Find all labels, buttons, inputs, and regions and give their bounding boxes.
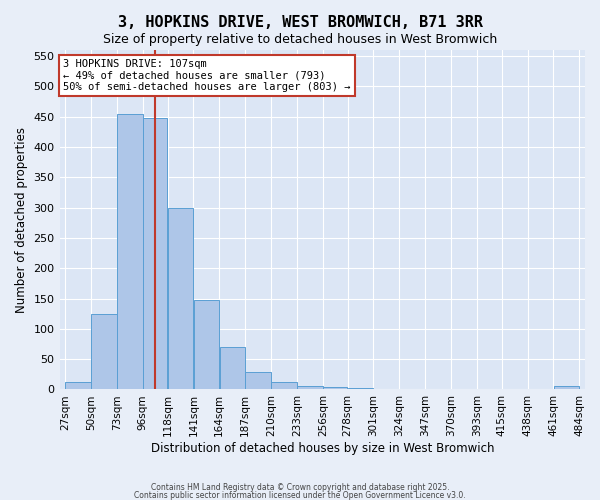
Text: 3 HOPKINS DRIVE: 107sqm
← 49% of detached houses are smaller (793)
50% of semi-d: 3 HOPKINS DRIVE: 107sqm ← 49% of detache… [63, 59, 350, 92]
Bar [425, 389, 451, 390]
Text: Size of property relative to detached houses in West Bromwich: Size of property relative to detached ho… [103, 32, 497, 46]
X-axis label: Distribution of detached houses by size in West Bromwich: Distribution of detached houses by size … [151, 442, 494, 455]
Bar [194, 300, 219, 390]
Bar [117, 114, 143, 390]
Bar [323, 387, 347, 390]
Bar [502, 389, 527, 390]
Bar [297, 386, 323, 390]
Bar [168, 208, 193, 390]
Y-axis label: Number of detached properties: Number of detached properties [15, 126, 28, 312]
Bar [220, 347, 245, 390]
Bar [65, 382, 91, 390]
Text: 3, HOPKINS DRIVE, WEST BROMWICH, B71 3RR: 3, HOPKINS DRIVE, WEST BROMWICH, B71 3RR [118, 15, 482, 30]
Bar [143, 118, 167, 390]
Text: Contains HM Land Registry data © Crown copyright and database right 2025.: Contains HM Land Registry data © Crown c… [151, 484, 449, 492]
Bar [271, 382, 296, 390]
Bar [245, 372, 271, 390]
Bar [554, 386, 579, 390]
Bar [348, 388, 373, 390]
Bar [374, 389, 399, 390]
Bar [91, 314, 116, 390]
Text: Contains public sector information licensed under the Open Government Licence v3: Contains public sector information licen… [134, 490, 466, 500]
